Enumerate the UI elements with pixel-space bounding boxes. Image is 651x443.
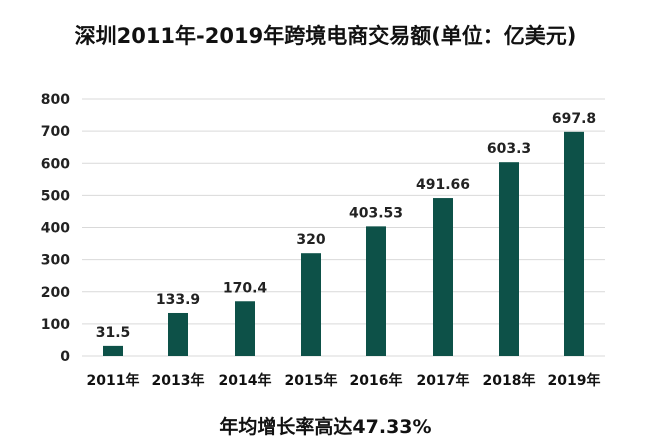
x-tick-label: 2017年: [417, 372, 470, 389]
x-tick-label: 2016年: [350, 372, 403, 389]
bar: [168, 312, 188, 356]
x-tick-label: 2013年: [152, 372, 205, 389]
bar: [103, 345, 123, 356]
bar: [433, 198, 453, 356]
bar: [499, 162, 519, 356]
y-tick-label: 400: [41, 221, 70, 237]
data-label: 170.4: [223, 280, 268, 296]
x-tick-label: 2019年: [548, 372, 601, 389]
y-tick-label: 200: [41, 285, 70, 301]
y-axis-ticks: 0 100 200 300 400 500 600 700 800: [41, 92, 70, 365]
y-tick-label: 500: [41, 188, 70, 204]
data-labels: 31.5 133.9 170.4 320 403.53 491.66 603.3 697.8: [96, 111, 596, 341]
chart-title: 深圳2011年-2019年跨境电商交易额(单位：亿美元): [74, 24, 577, 48]
x-axis-labels: 2011年 2013年 2014年 2015年 2016年 2017年 2018年 2019年: [87, 372, 601, 389]
y-tick-label: 100: [41, 317, 70, 333]
x-tick-label: 2011年: [87, 372, 140, 389]
y-tick-label: 700: [41, 124, 70, 140]
chart-footnote: 年均增长率高达47.33%: [219, 416, 432, 438]
bar: [301, 253, 321, 356]
data-label: 133.9: [156, 292, 200, 308]
y-tick-label: 300: [41, 253, 70, 269]
x-tick-label: 2018年: [483, 372, 536, 389]
data-label: 403.53: [349, 205, 403, 221]
bar: [366, 226, 386, 356]
data-label: 31.5: [96, 325, 131, 341]
x-tick-label: 2014年: [219, 372, 272, 389]
gridlines: [82, 98, 605, 357]
data-label: 491.66: [416, 177, 470, 193]
data-label: 697.8: [552, 111, 596, 127]
y-tick-label: 800: [41, 92, 70, 108]
bar: [564, 131, 584, 356]
bars: [103, 131, 584, 356]
bar: [235, 301, 255, 356]
data-label: 320: [296, 232, 325, 248]
x-tick-label: 2015年: [285, 372, 338, 389]
data-label: 603.3: [487, 141, 531, 157]
y-tick-label: 0: [60, 349, 70, 365]
y-tick-label: 600: [41, 156, 70, 172]
